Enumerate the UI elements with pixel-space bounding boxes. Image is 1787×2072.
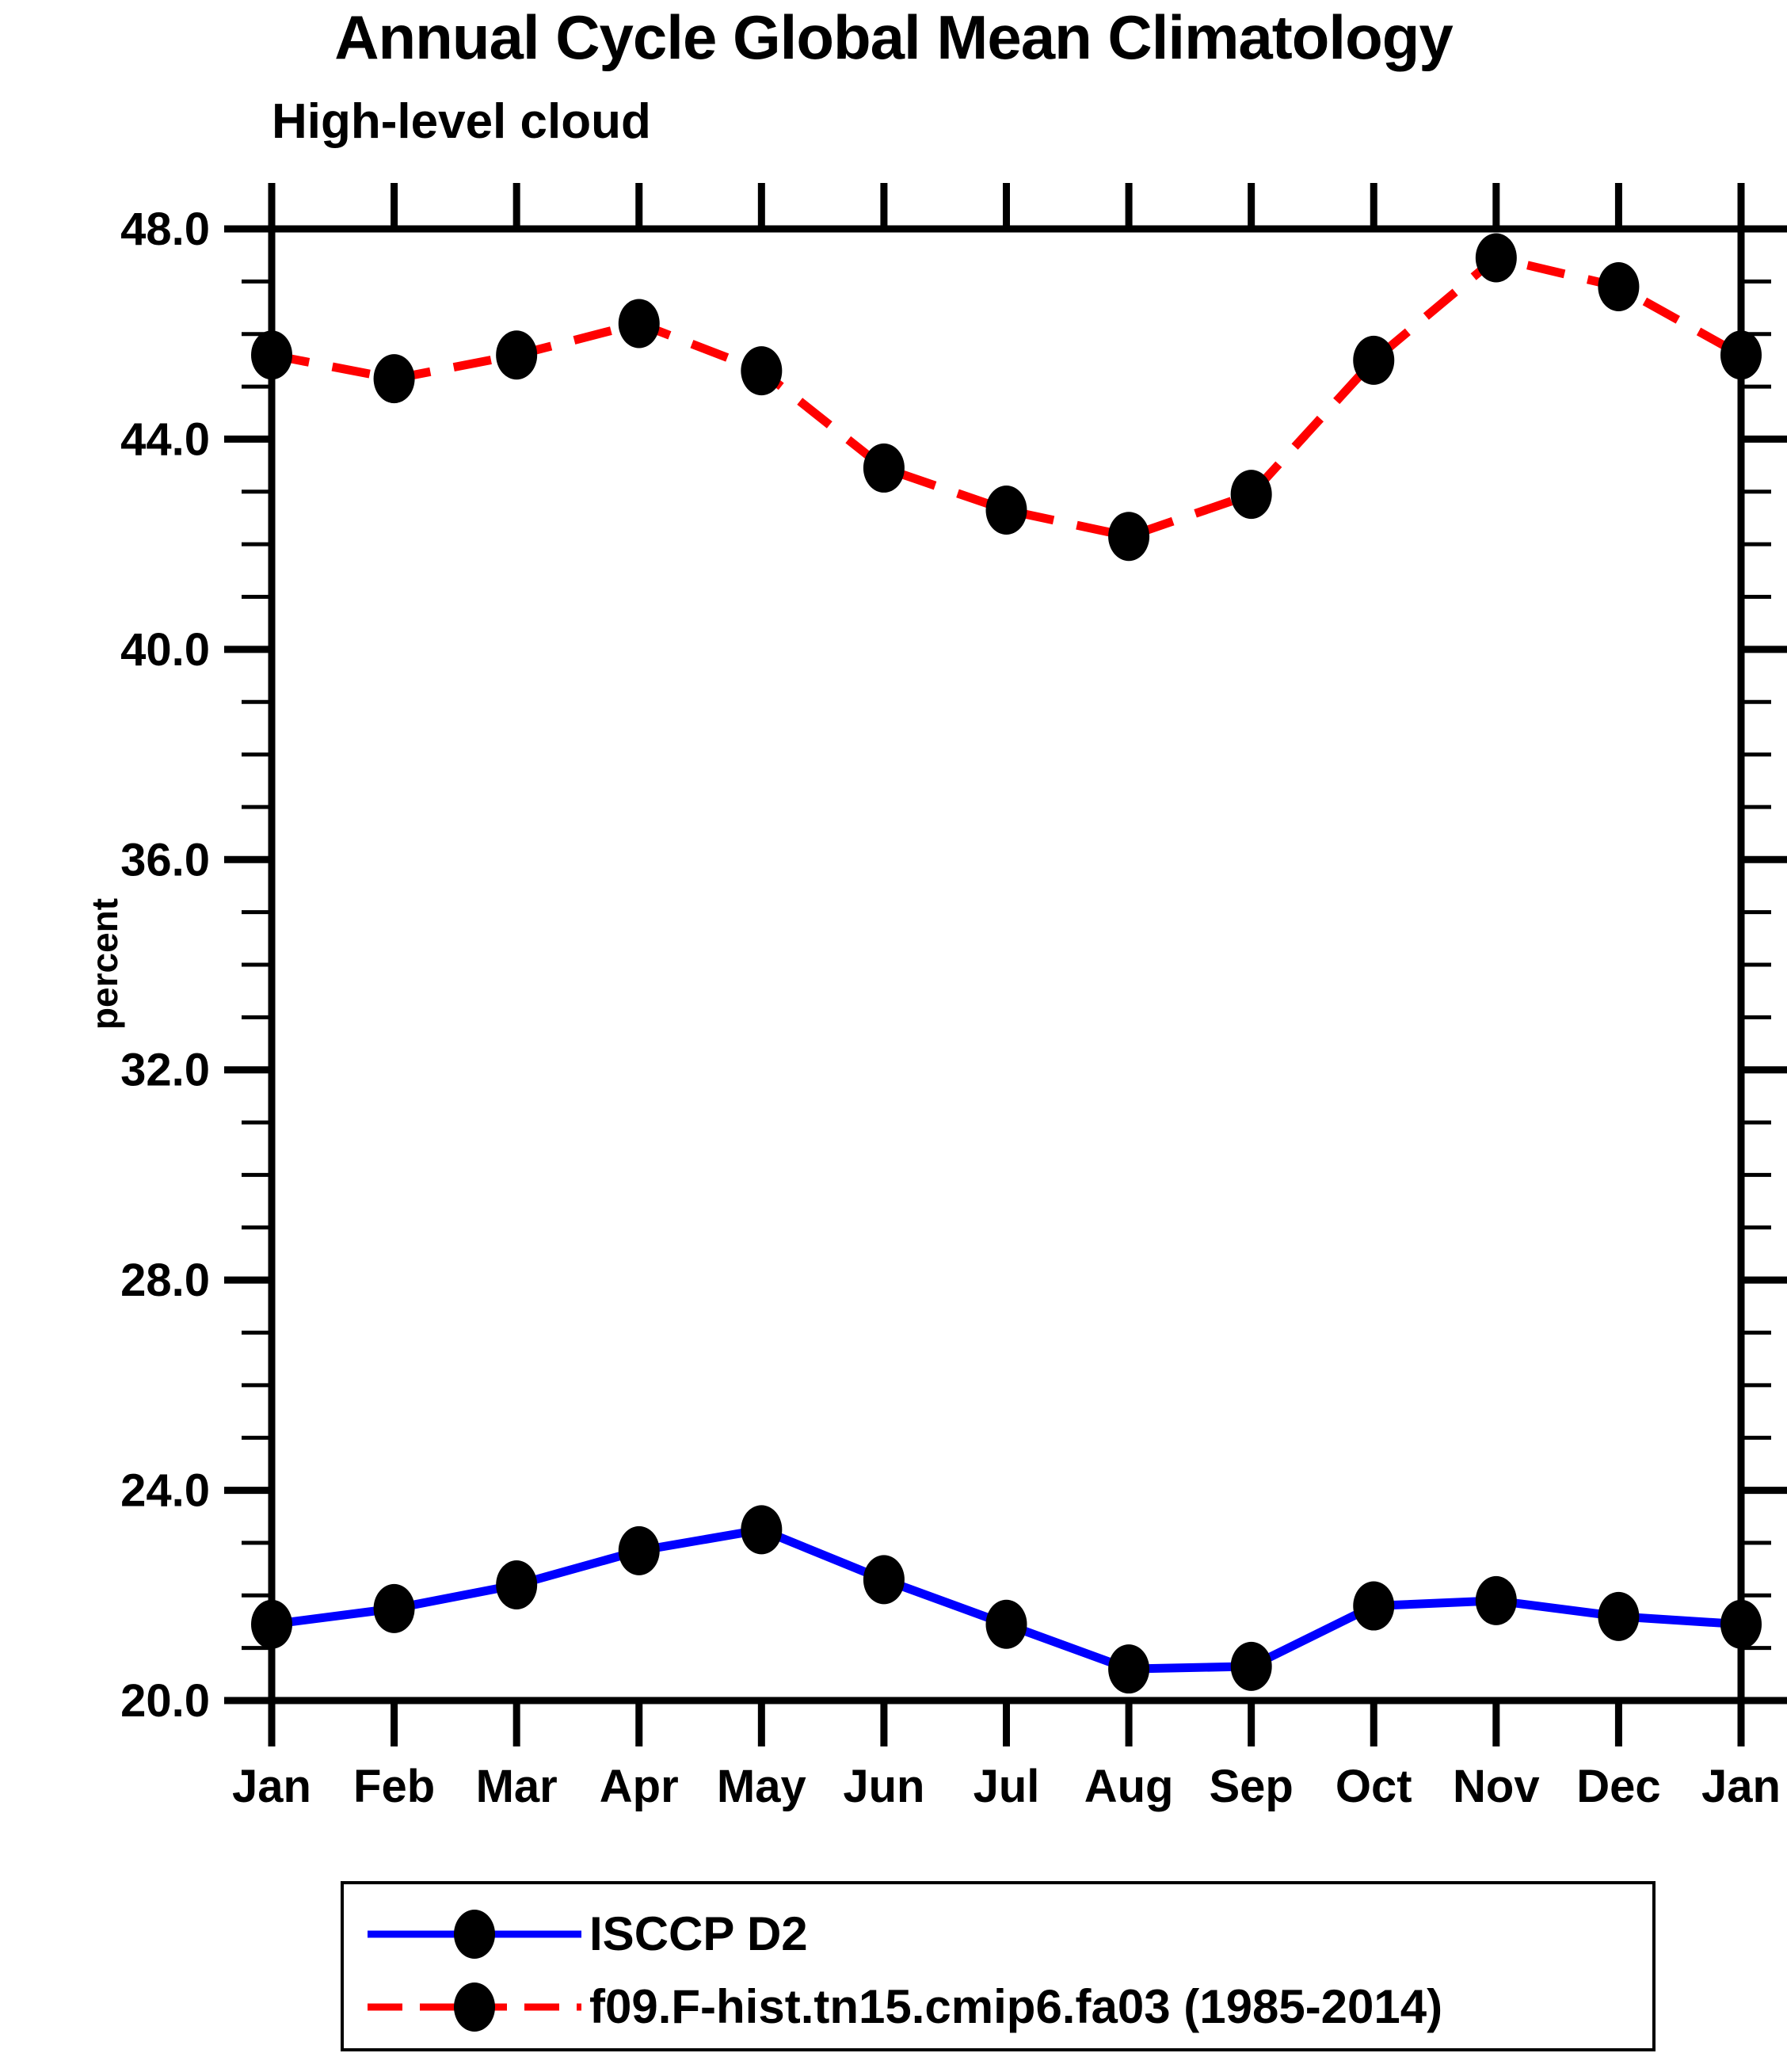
x-tick-label: Mar xyxy=(476,1761,558,1812)
legend-label-isccp: ISCCP D2 xyxy=(589,1907,808,1960)
legend-item-model: f09.F-hist.tn15.cmip6.fa03 (1985-2014) xyxy=(344,1971,1652,2043)
x-tick-label: Feb xyxy=(353,1761,435,1812)
y-tick-label: 36.0 xyxy=(120,834,210,886)
y-tick-label: 20.0 xyxy=(120,1675,210,1727)
x-tick-label: May xyxy=(717,1761,806,1812)
x-tick-label: Jan xyxy=(1701,1761,1781,1812)
data-point-marker xyxy=(1108,512,1150,562)
y-tick-label: 48.0 xyxy=(120,204,210,255)
y-tick-label: 32.0 xyxy=(120,1045,210,1096)
data-point-marker xyxy=(1230,1641,1272,1691)
data-point-marker xyxy=(373,1583,415,1633)
x-tick-label: Jan xyxy=(232,1761,311,1812)
data-series xyxy=(251,233,1762,1694)
y-tick-labels: 20.0 24.0 28.0 32.0 36.0 40.0 44.0 48.0 xyxy=(120,204,210,1727)
data-point-marker xyxy=(1353,1581,1395,1631)
data-point-marker xyxy=(863,443,905,493)
x-tick-label: Nov xyxy=(1453,1761,1540,1812)
data-point-marker xyxy=(741,346,783,396)
data-point-marker xyxy=(1353,335,1395,385)
x-tick-label: Jul xyxy=(974,1761,1040,1812)
legend-line-solid-icon xyxy=(368,1910,581,1959)
data-point-marker xyxy=(1230,470,1272,520)
data-point-marker xyxy=(1598,1591,1640,1641)
legend: ISCCP D2 f09.F-hist.tn15.cmip6.fa03 (198… xyxy=(341,1881,1656,2051)
plot-frame xyxy=(268,225,1745,1704)
data-point-marker xyxy=(373,354,415,404)
legend-label-model: f09.F-hist.tn15.cmip6.fa03 (1985-2014) xyxy=(589,1980,1443,2033)
data-point-marker xyxy=(496,1560,538,1610)
legend-swatch-isccp xyxy=(360,1899,589,1970)
x-tick-label: Oct xyxy=(1335,1761,1412,1812)
y-tick-label: 40.0 xyxy=(120,624,210,676)
legend-swatch-model xyxy=(360,1971,589,2043)
y-tick-label: 44.0 xyxy=(120,413,210,465)
legend-line-dashed-icon xyxy=(368,1982,581,2032)
data-point-marker xyxy=(863,1555,905,1605)
data-point-marker xyxy=(618,299,660,349)
x-tick-label: Sep xyxy=(1209,1761,1293,1812)
x-tick-label: Apr xyxy=(600,1761,679,1812)
y-tick-label: 28.0 xyxy=(120,1255,210,1306)
x-tick-label: Dec xyxy=(1576,1761,1660,1812)
data-point-marker xyxy=(251,1599,292,1649)
plot-area: 20.0 24.0 28.0 32.0 36.0 40.0 44.0 48.0 Jan Feb M… xyxy=(120,183,1787,1812)
x-tick-label: Jun xyxy=(843,1761,924,1812)
axis-ticks xyxy=(224,183,1787,1746)
chart-title: Annual Cycle Global Mean Climatology xyxy=(334,2,1454,72)
data-point-marker xyxy=(496,330,538,380)
data-point-marker xyxy=(618,1525,660,1575)
data-point-marker xyxy=(1720,330,1762,380)
legend-item-isccp: ISCCP D2 xyxy=(344,1899,1652,1970)
data-point-marker xyxy=(1720,1599,1762,1649)
y-tick-label: 24.0 xyxy=(120,1465,210,1517)
x-tick-label: Aug xyxy=(1084,1761,1174,1812)
chart-subtitle: High-level cloud xyxy=(272,94,651,149)
data-point-marker xyxy=(1108,1644,1150,1694)
data-point-marker xyxy=(985,486,1027,535)
x-tick-labels: Jan Feb Mar Apr May Jun Jul Aug Sep Oct Nov Dec Jan xyxy=(232,1761,1781,1812)
data-point-marker xyxy=(741,1505,783,1555)
data-point-marker xyxy=(1598,261,1640,311)
data-point-marker xyxy=(1475,1575,1517,1625)
data-point-marker xyxy=(1475,233,1517,283)
data-point-marker xyxy=(251,330,292,380)
data-point-marker xyxy=(985,1599,1027,1649)
